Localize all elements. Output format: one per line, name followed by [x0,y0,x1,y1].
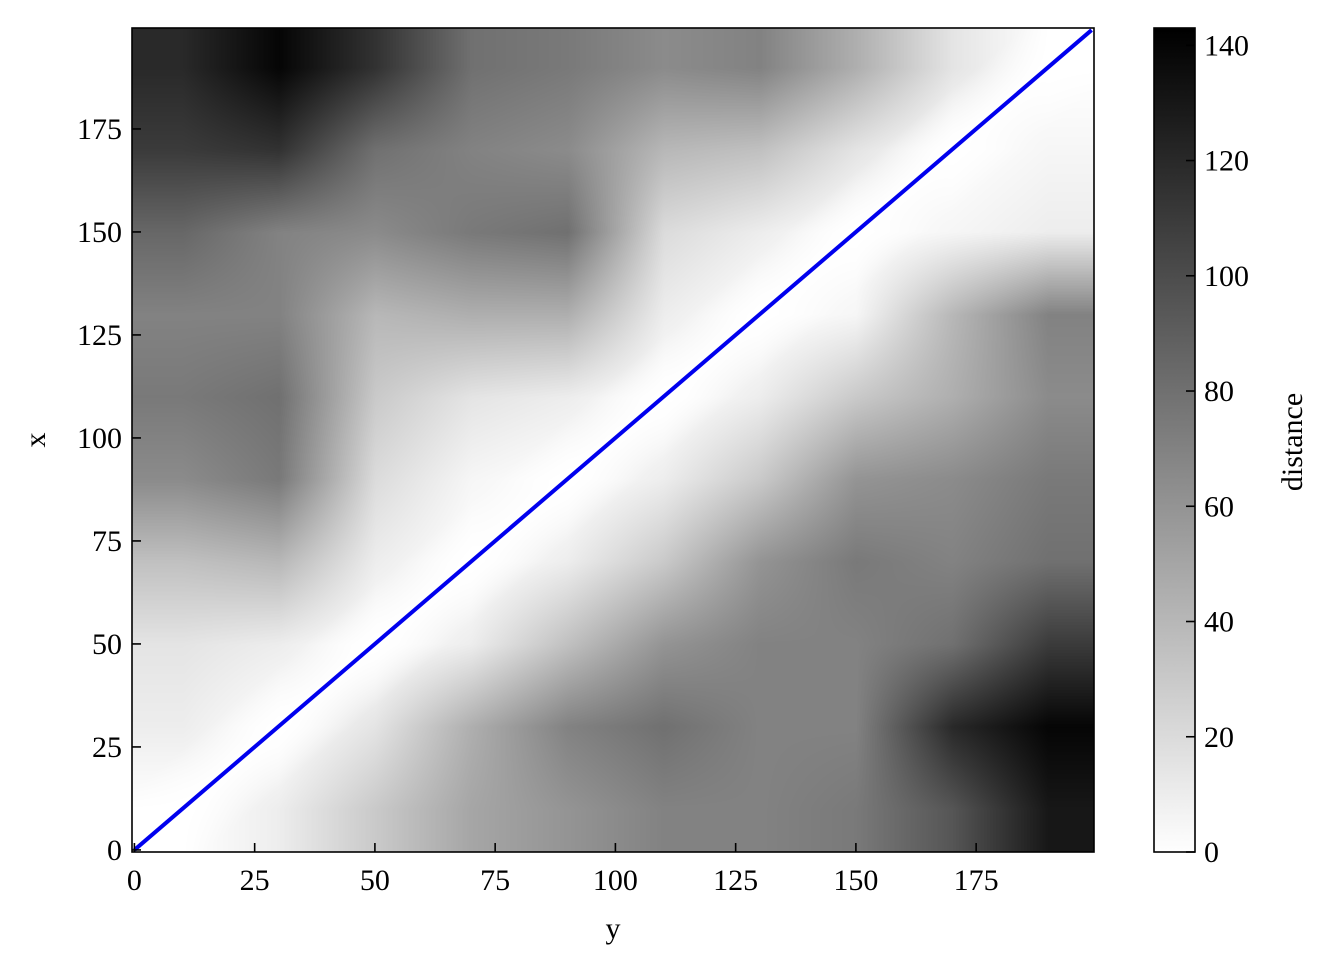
y-tick-label: 50 [92,628,122,661]
colorbar-gradient [1154,28,1195,852]
x-tick-label: 75 [480,864,510,897]
colorbar-tick-label: 0 [1204,836,1219,869]
x-tick-label: 175 [954,864,999,897]
colorbar-tick-label: 20 [1204,721,1234,754]
plot-frame [131,27,1095,853]
x-tick-label: 100 [593,864,638,897]
diagonal-line [133,28,1093,852]
x-tick-label: 50 [360,864,390,897]
x-tick-label: 125 [713,864,758,897]
y-axis-label: x [19,433,52,448]
y-tick-label: 0 [107,834,122,867]
colorbar-tick-label: 140 [1204,29,1249,62]
colorbar-tick-label: 60 [1204,490,1234,523]
y-tick-label: 100 [77,422,122,455]
colorbar-frame [1153,27,1196,853]
x-tick-label: 25 [240,864,270,897]
colorbar-label: distance [1276,393,1309,491]
x-tick-label: 150 [833,864,878,897]
x-tick-label: 0 [127,864,142,897]
y-tick-label: 75 [92,525,122,558]
y-tick-label: 125 [77,319,122,352]
x-axis-label: y [606,912,621,945]
y-tick-label: 175 [77,113,122,146]
colorbar-tick-label: 120 [1204,145,1249,178]
y-tick-label: 25 [92,731,122,764]
colorbar-tick-label: 100 [1204,260,1249,293]
colorbar-tick-label: 40 [1204,606,1234,639]
colorbar-tick-label: 80 [1204,375,1234,408]
y-tick-label: 150 [77,216,122,249]
